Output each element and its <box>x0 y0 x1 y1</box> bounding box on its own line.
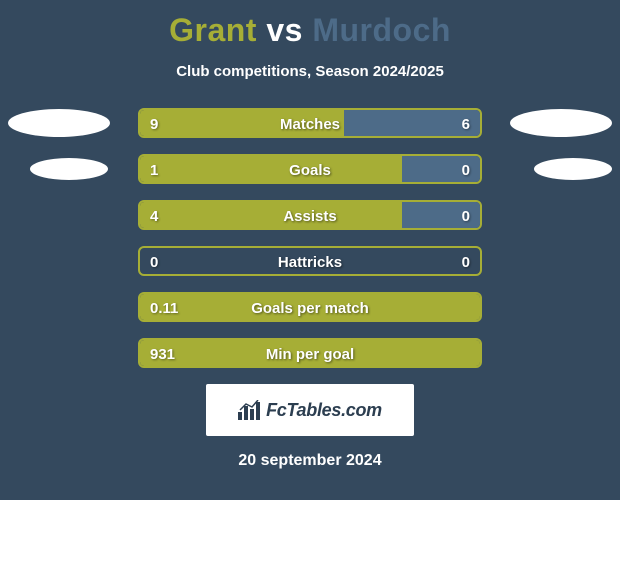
stat-row: 00Hattricks <box>0 246 620 276</box>
branding-text: FcTables.com <box>266 400 382 421</box>
subtitle: Club competitions, Season 2024/2025 <box>0 63 620 80</box>
title: Grant vs Murdoch <box>0 12 620 49</box>
stat-track: 40Assists <box>138 200 482 230</box>
chart-icon <box>238 400 262 420</box>
stat-label: Hattricks <box>140 248 480 276</box>
stat-row: 0.11Goals per match <box>0 292 620 322</box>
player2-name: Murdoch <box>312 12 451 48</box>
player1-avatar <box>8 109 110 137</box>
stat-row: 931Min per goal <box>0 338 620 368</box>
stat-label: Goals per match <box>140 294 480 322</box>
stat-track: 931Min per goal <box>138 338 482 368</box>
date-text: 20 september 2024 <box>0 452 620 470</box>
player1-avatar <box>30 158 108 180</box>
stat-track: 0.11Goals per match <box>138 292 482 322</box>
stat-track: 96Matches <box>138 108 482 138</box>
comparison-card: Grant vs Murdoch Club competitions, Seas… <box>0 0 620 500</box>
stat-label: Goals <box>140 156 480 184</box>
player2-avatar <box>534 158 612 180</box>
player1-name: Grant <box>169 12 257 48</box>
stat-row: 96Matches <box>0 108 620 138</box>
vs-text: vs <box>266 12 303 48</box>
stat-row: 40Assists <box>0 200 620 230</box>
stat-label: Matches <box>140 110 480 138</box>
stat-track: 00Hattricks <box>138 246 482 276</box>
stat-row: 10Goals <box>0 154 620 184</box>
branding-badge: FcTables.com <box>206 384 414 436</box>
stat-track: 10Goals <box>138 154 482 184</box>
stat-label: Assists <box>140 202 480 230</box>
stat-rows: 96Matches 10Goals 40Assists 00Hattricks 0.11… <box>0 108 620 368</box>
player2-avatar <box>510 109 612 137</box>
stat-label: Min per goal <box>140 340 480 368</box>
